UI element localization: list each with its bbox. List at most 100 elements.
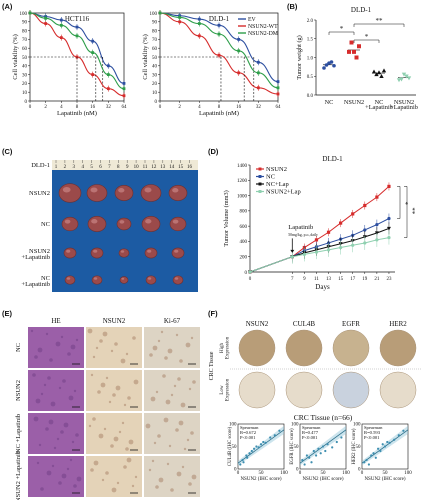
legend-label: NSUN2-WT — [248, 24, 278, 30]
histology-image — [28, 327, 84, 368]
row-label: NSUN2 — [15, 380, 22, 401]
legend-marker — [258, 190, 262, 193]
tissue-texture — [153, 441, 157, 445]
tissue-texture — [157, 434, 161, 438]
data-point — [276, 86, 280, 90]
stat-annotation: P<0.001 — [302, 435, 318, 440]
series-line — [249, 186, 390, 273]
data-point — [310, 461, 313, 464]
tissue-texture — [180, 402, 186, 408]
data-point — [406, 76, 412, 81]
data-point — [381, 443, 384, 446]
column-header: HE — [51, 317, 60, 325]
tissue-texture — [133, 379, 139, 385]
x-tick-label: 2 — [44, 105, 47, 110]
panel-c-tumor-photo: 1 2 3 4 5 6 7 8 9 10 11 12 13 14 15 16DLD-1NSUN2NCNSUN2… — [21, 160, 198, 292]
x-tick-label: 32 — [256, 105, 262, 110]
column-header: HER2 — [389, 320, 407, 328]
tissue-texture — [45, 332, 49, 336]
y-tick-label: 0 — [245, 271, 248, 276]
data-point — [386, 440, 389, 444]
y-tick-label: 0 — [25, 100, 28, 105]
legend-label: NSUN2-DM — [248, 31, 278, 37]
tissue-texture — [48, 419, 54, 425]
data-point — [217, 32, 221, 36]
tissue-texture — [105, 471, 109, 475]
histology-image — [28, 370, 84, 411]
tumor — [61, 216, 79, 232]
tissue-texture — [125, 447, 129, 451]
y-tick-label: 80 — [152, 29, 158, 34]
tissue-texture — [36, 461, 40, 465]
tumor — [140, 184, 162, 202]
data-point — [402, 429, 405, 432]
data-point — [217, 53, 221, 57]
tumor-highlight — [147, 249, 152, 253]
tissue-texture — [92, 355, 96, 359]
tissue-texture — [108, 400, 112, 404]
stat-annotation: Spearman — [364, 425, 383, 430]
tissue-texture — [186, 438, 190, 442]
tumor-highlight — [66, 249, 71, 253]
x-tick-label: 21 — [374, 277, 380, 282]
tissue-texture — [131, 484, 135, 488]
y-tick-label: 60 — [22, 47, 28, 52]
data-point — [326, 443, 329, 446]
tumor-highlight — [90, 187, 98, 193]
y-tick-label: 1400 — [237, 164, 248, 169]
data-point — [372, 452, 375, 455]
ruler-number: 1 — [55, 165, 58, 170]
chart-title: DLD-1 — [209, 15, 230, 23]
y-axis-label: HER2 (IHC score) — [352, 428, 357, 464]
tumor-highlight — [120, 250, 125, 253]
tissue-texture — [71, 440, 75, 444]
stat-annotation: R=0.477 — [302, 430, 319, 435]
x-tick-label: 50 — [259, 471, 265, 476]
tissue-texture — [62, 379, 66, 383]
data-point — [248, 452, 251, 455]
tumor-highlight — [147, 277, 152, 280]
tissue-texture — [183, 447, 187, 451]
tissue-texture — [113, 436, 119, 442]
row-label: NC — [15, 343, 22, 352]
column-header: NSUN2 — [103, 317, 126, 325]
x-tick-label: 8 — [76, 105, 79, 110]
legend-label: NC — [266, 174, 275, 181]
ruler — [52, 160, 198, 170]
tissue-texture — [67, 352, 71, 356]
tissue-texture — [58, 386, 62, 390]
x-tick-label: 50 — [321, 471, 327, 476]
tumor-highlight — [64, 219, 71, 224]
y-tick-label: 1200 — [237, 179, 248, 184]
ruler-number: 13 — [160, 165, 166, 170]
tissue-texture — [55, 341, 61, 347]
y-tick-label: 40 — [152, 65, 158, 70]
tissue-core — [238, 371, 276, 409]
data-point — [326, 230, 331, 234]
x-tick-label: 100 — [404, 471, 412, 476]
x-tick-label: 2 — [178, 105, 181, 110]
tissue-texture — [164, 356, 168, 360]
y-tick-label: 0.5 — [307, 75, 314, 80]
y-axis-label: EGFR (IHC score) — [290, 428, 295, 465]
data-point — [245, 454, 248, 457]
tumor — [144, 247, 158, 259]
tissue-texture — [152, 345, 158, 351]
tissue-texture — [162, 374, 166, 378]
tissue-texture — [66, 467, 70, 471]
data-point — [367, 463, 370, 466]
data-point — [315, 454, 318, 457]
data-point — [347, 49, 351, 54]
tissue-texture — [166, 462, 170, 466]
data-point — [329, 60, 334, 64]
tumor — [168, 185, 188, 201]
histology-image — [144, 413, 200, 454]
significance-mark: * — [340, 25, 344, 33]
y-tick-label: 20 — [22, 82, 28, 87]
tissue-texture — [40, 487, 44, 491]
y-tick-label: 800 — [240, 210, 248, 215]
data-point — [262, 440, 265, 444]
data-point — [255, 445, 258, 448]
ruler-number: 16 — [187, 165, 193, 170]
x-tick-label: 0 — [159, 105, 162, 110]
